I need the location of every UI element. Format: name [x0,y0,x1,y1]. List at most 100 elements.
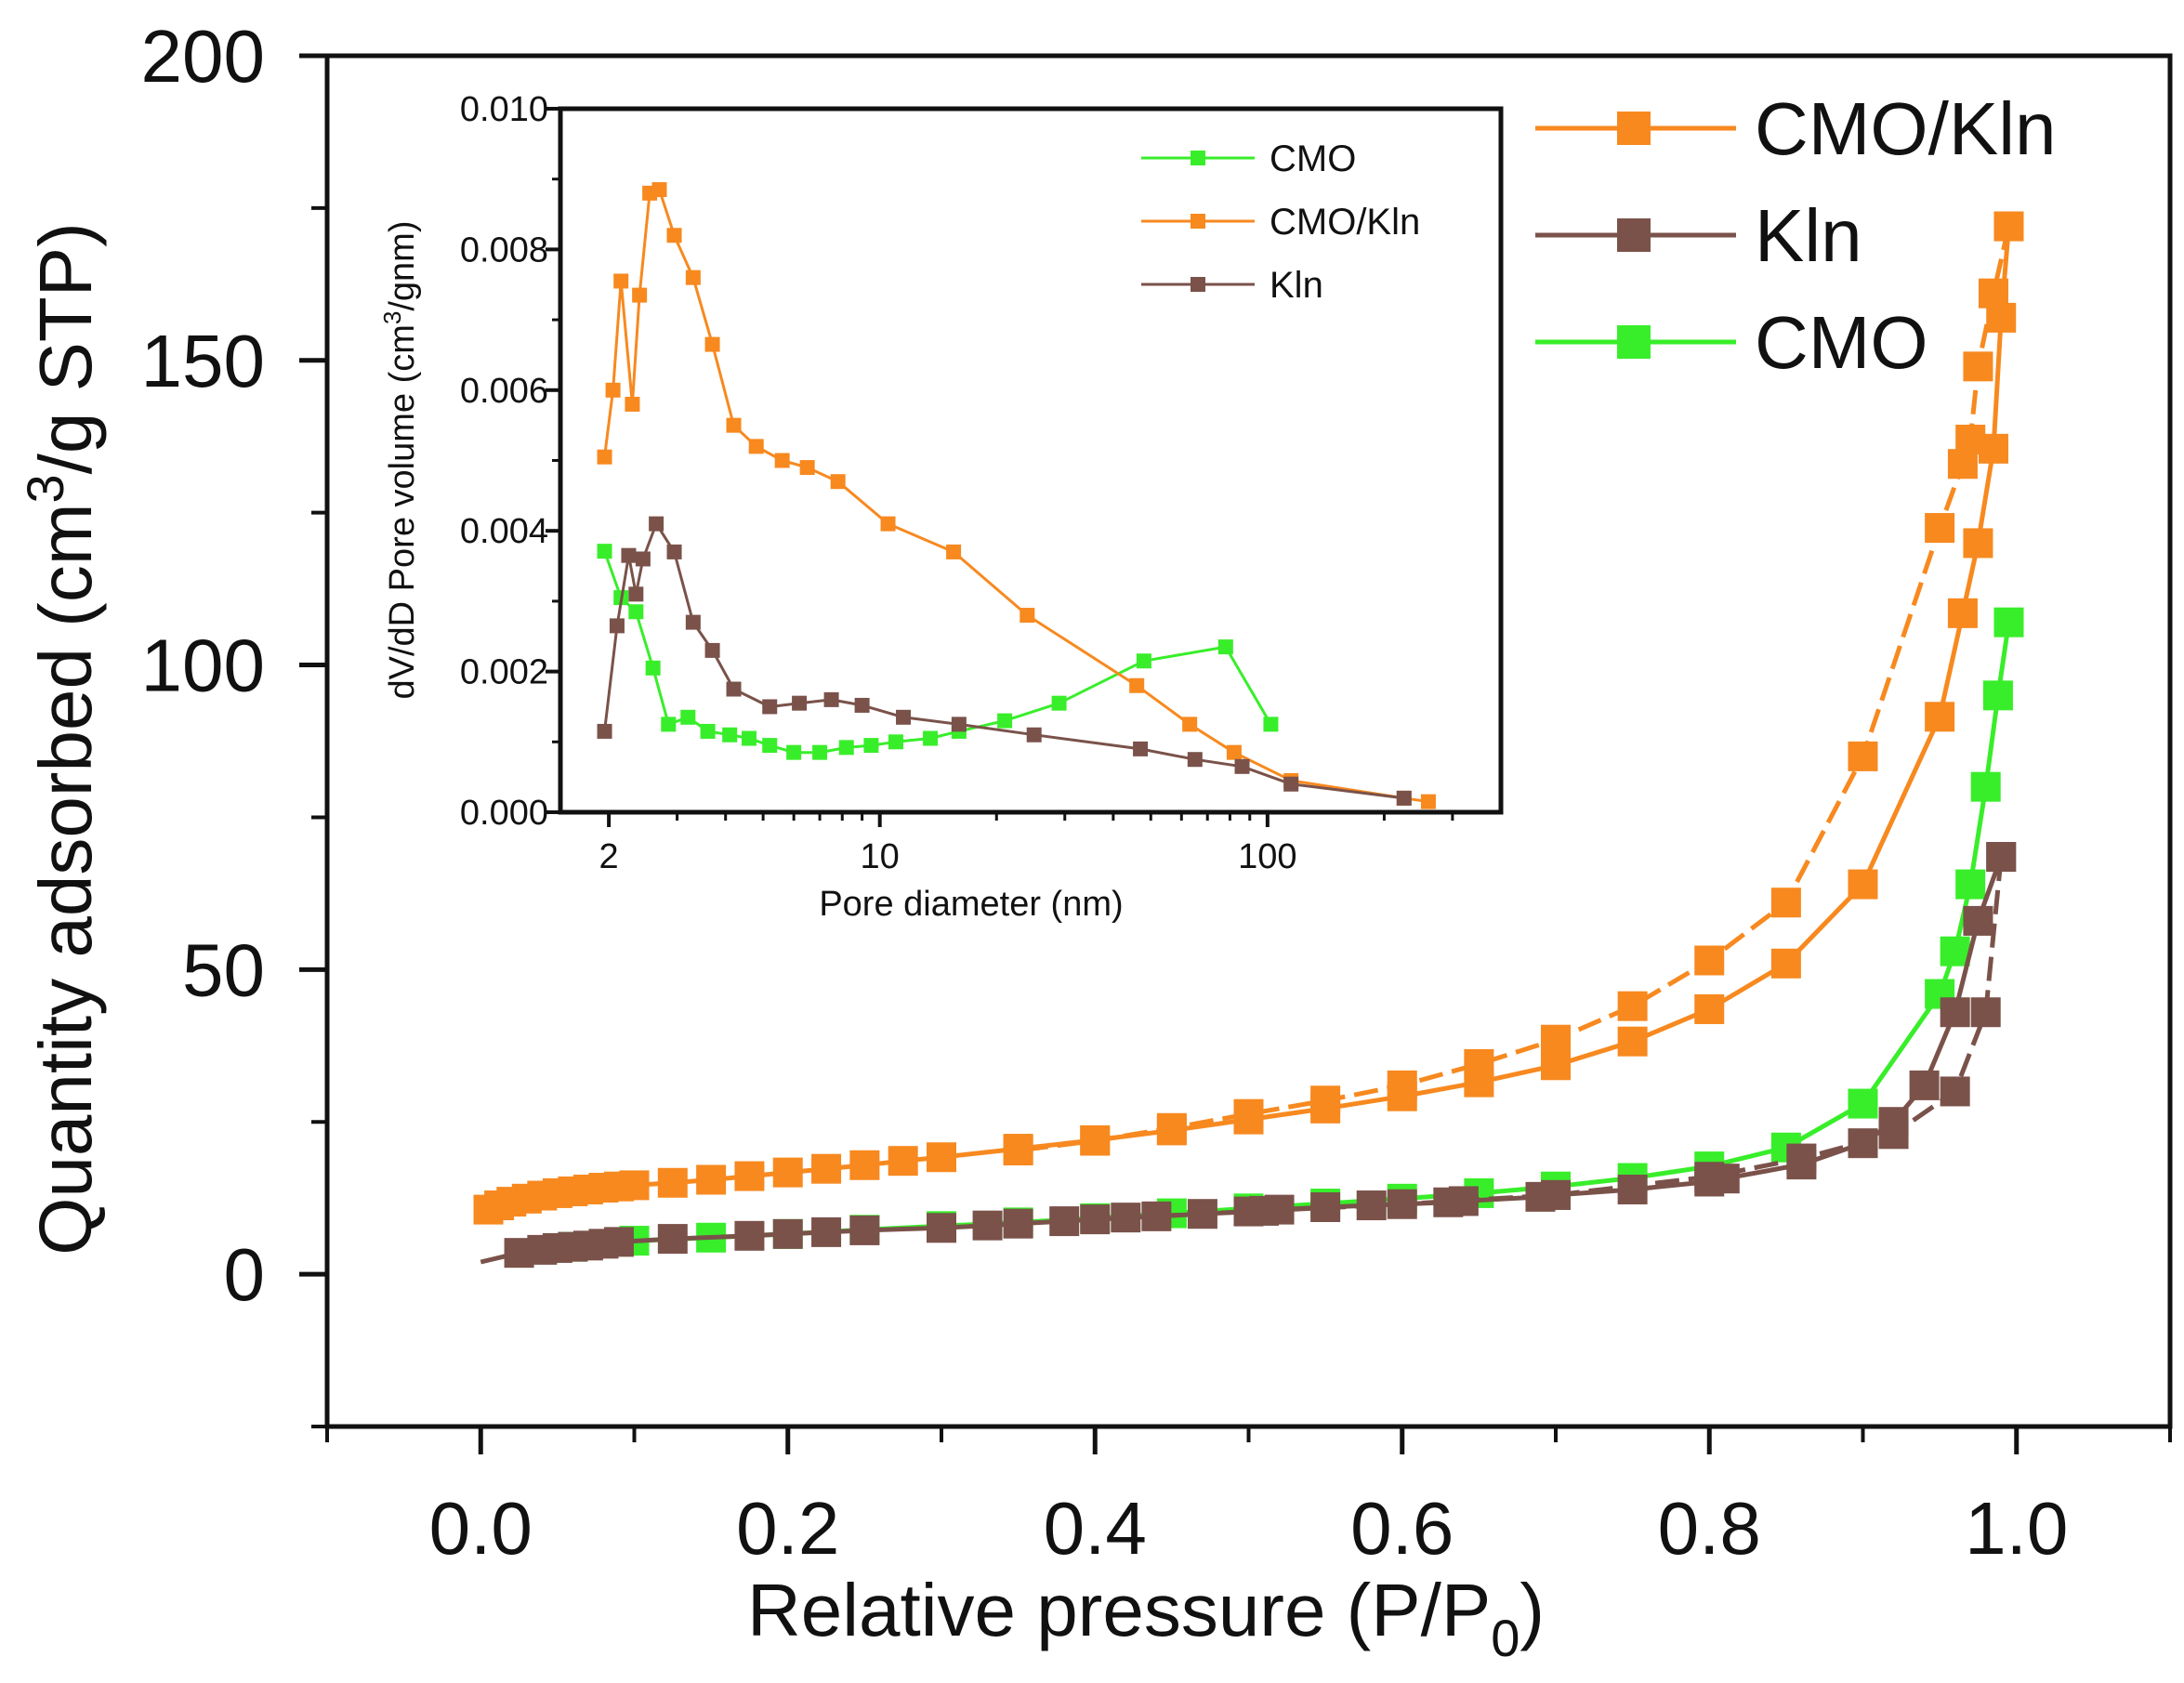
main-y-tick-label: 150 [141,320,265,402]
inset-marker-cmo-kln [1129,677,1145,693]
marker-kln-adsorption [772,1218,803,1249]
inset-legend: CMO CMO/Kln Kln [1141,138,1420,306]
marker-kln-adsorption [734,1220,765,1251]
marker-kln-adsorption [1617,1174,1648,1204]
marker-cmo-kln-desorption [1464,1048,1494,1079]
inset-legend-marker-cmo-kln [1191,214,1205,229]
inset-marker-kln [1283,776,1299,792]
inset-legend-marker-kln [1191,277,1205,292]
marker-cmo-kln-desorption [1310,1085,1341,1116]
marker-kln-adsorption [972,1210,1003,1241]
inset-marker-cmo [997,713,1013,729]
inset-x-axis-ticks: 2 10 100 [599,812,1454,876]
legend-label-cmo: CMO [1755,301,1928,384]
series-cmo-kln [473,211,2024,1225]
marker-kln-desorption [1986,842,2017,873]
inset-marker-cmo [838,740,854,756]
marker-cmo-kln-adsorption [734,1161,765,1191]
marker-kln-desorption [1970,997,2001,1028]
inset-marker-cmo-kln [651,182,667,198]
inset-marker-cmo [1263,717,1279,732]
marker-cmo-adsorption [1940,936,1970,966]
inset-marker-kln [726,681,742,697]
inset-marker-kln [823,691,839,707]
marker-cmo-kln-desorption [1541,1024,1571,1055]
inset-marker-cmo [700,723,716,739]
inset-marker-kln [597,723,612,739]
main-y-tick-label: 50 [182,928,265,1011]
inset-marker-kln [854,697,870,713]
inset-marker-cmo-kln [666,228,682,243]
inset-y-tick-label: 0.000 [460,794,548,833]
inset-pore-size-chart: 2 10 100 0.000 0.002 0.004 0.006 0.008 0.010 Po… [378,90,1504,924]
marker-cmo-kln-adsorption [927,1142,956,1173]
legend-marker-kln [1617,218,1651,252]
marker-cmo-kln-desorption [1978,278,2008,309]
main-x-tick-label: 0.4 [1044,1487,1147,1570]
inset-marker-cmo [762,738,778,754]
inset-marker-cmo [661,717,677,732]
marker-cmo-adsorption [1993,607,2024,638]
inset-marker-kln [1234,758,1250,774]
inset-marker-cmo [1217,639,1233,655]
inset-y-tick-label: 0.010 [460,90,548,129]
inset-marker-cmo-kln [830,474,846,490]
inset-marker-cmo-kln [1182,717,1198,732]
marker-kln-desorption [1387,1189,1417,1219]
inset-marker-cmo [628,604,644,620]
marker-cmo-kln-desorption [1848,741,1878,771]
marker-cmo-adsorption [1955,869,1986,900]
inset-series-layer [597,182,1436,809]
inset-marker-cmo-kln [685,270,701,285]
inset-marker-cmo-kln [1226,744,1242,760]
inset-marker-kln [609,618,625,634]
marker-cmo-kln-desorption [1694,945,1725,976]
marker-kln-adsorption [657,1224,688,1255]
marker-cmo-kln-adsorption [696,1164,727,1195]
marker-kln-adsorption [1003,1208,1033,1239]
inset-series-kln [597,516,1412,806]
marker-cmo-kln-adsorption [619,1170,650,1201]
marker-cmo-kln-adsorption [657,1167,688,1198]
inset-marker-cmo-kln [774,453,790,468]
inset-marker-kln [896,709,912,725]
marker-cmo-kln-desorption [1387,1070,1417,1100]
marker-cmo-kln-desorption [1925,513,1955,544]
inset-marker-cmo-kln [632,287,648,303]
inset-marker-kln [1187,752,1203,768]
inset-y-tick-label: 0.008 [460,230,548,270]
inset-marker-kln [628,586,644,602]
inset-marker-kln [1026,727,1042,743]
marker-cmo-kln-adsorption [1541,1050,1571,1081]
inset-marker-kln [685,614,701,630]
inset-marker-cmo [812,744,828,760]
marker-kln-adsorption [1909,1070,1940,1100]
main-y-axis-ticks: 0 50 100 150 200 [141,15,327,1428]
marker-cmo-kln-desorption [1617,991,1648,1021]
inset-x-tick-label: 10 [861,837,900,876]
marker-cmo-kln-desorption [1003,1136,1033,1166]
marker-cmo-adsorption [1848,1088,1878,1119]
marker-cmo-kln-adsorption [888,1146,918,1177]
marker-cmo-kln-desorption [1993,211,2024,242]
marker-cmo-kln-adsorption [811,1153,842,1184]
marker-kln-desorption [1940,1076,1970,1107]
inset-marker-cmo [722,727,738,743]
inset-marker-cmo-kln [946,544,962,559]
marker-kln-adsorption [811,1216,842,1247]
marker-kln-adsorption [1049,1206,1080,1237]
inset-marker-kln [704,642,720,658]
marker-kln-desorption [1541,1179,1571,1210]
inset-marker-cmo-kln [880,516,896,532]
main-y-axis-label: Quantity adsorbed (cm3/g STP) [16,222,107,1256]
main-x-tick-label: 0.0 [429,1487,533,1570]
legend-label-cmo-kln: CMO/Kln [1755,87,2057,170]
inset-marker-cmo [923,730,939,746]
marker-cmo-kln-adsorption [849,1150,880,1180]
inset-y-tick-label: 0.006 [460,372,548,411]
marker-kln-adsorption [1963,905,1993,936]
inset-marker-cmo [645,660,661,676]
marker-kln-adsorption [927,1213,956,1243]
inset-marker-kln [762,699,778,715]
marker-cmo-kln-adsorption [1770,948,1801,979]
